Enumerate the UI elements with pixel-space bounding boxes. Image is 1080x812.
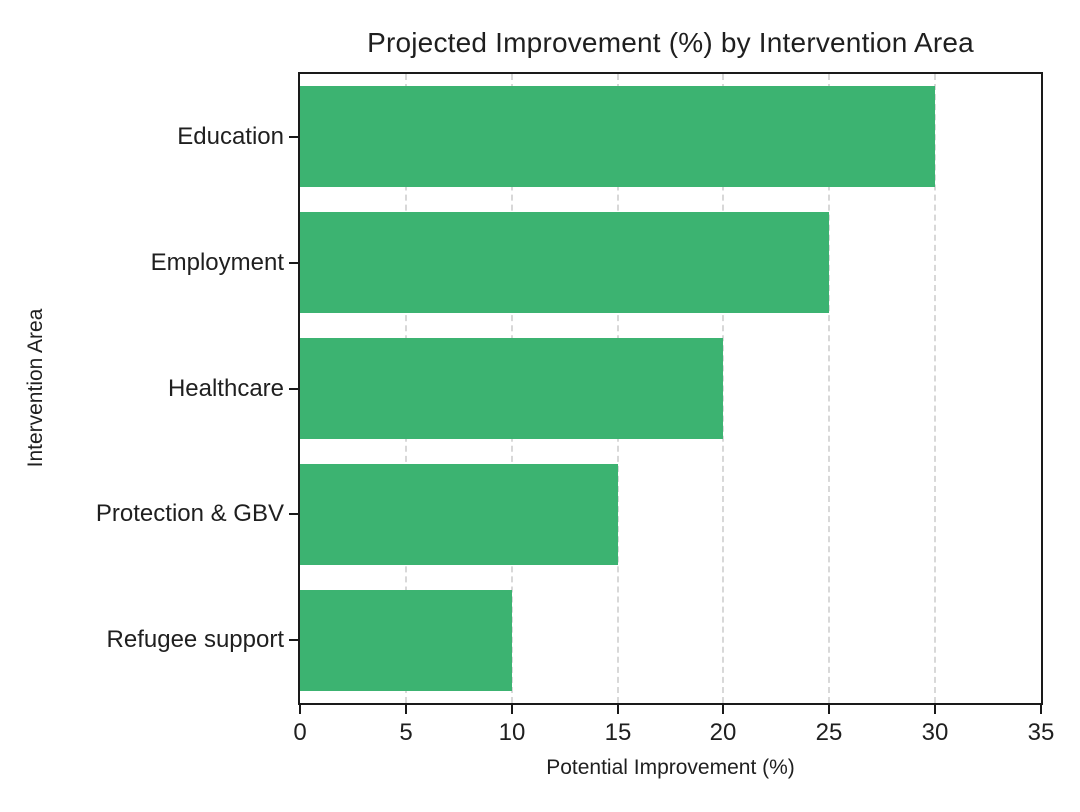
plot-area bbox=[298, 72, 1043, 705]
x-axis-title: Potential Improvement (%) bbox=[546, 756, 795, 779]
x-tick-0 bbox=[299, 705, 301, 714]
x-tick-label-30: 30 bbox=[921, 719, 949, 746]
x-tick-label-20: 20 bbox=[709, 719, 737, 746]
x-tick-label-5: 5 bbox=[399, 719, 413, 746]
x-tick-25 bbox=[828, 705, 830, 714]
x-tick-10 bbox=[511, 705, 513, 714]
x-tick-5 bbox=[405, 705, 407, 714]
x-tick-30 bbox=[934, 705, 936, 714]
bar-protection-gbv bbox=[300, 464, 618, 565]
x-tick-20 bbox=[722, 705, 724, 714]
x-tick-label-25: 25 bbox=[815, 719, 843, 746]
y-tick-employment bbox=[289, 262, 298, 264]
y-category-label-refugee-support: Refugee support bbox=[106, 626, 284, 653]
x-tick-label-15: 15 bbox=[604, 719, 632, 746]
y-tick-refugee-support bbox=[289, 639, 298, 641]
x-tick-label-0: 0 bbox=[293, 719, 307, 746]
y-category-label-healthcare: Healthcare bbox=[167, 375, 284, 402]
gridline-x-25 bbox=[828, 74, 831, 703]
chart-title: Projected Improvement (%) by Interventio… bbox=[367, 27, 974, 58]
y-category-label-employment: Employment bbox=[150, 249, 284, 276]
bar-education bbox=[300, 86, 936, 187]
x-tick-label-35: 35 bbox=[1027, 719, 1055, 746]
gridline-x-20 bbox=[722, 74, 725, 703]
bar-employment bbox=[300, 212, 830, 313]
y-category-label-education: Education bbox=[177, 123, 284, 150]
bar-healthcare bbox=[300, 338, 724, 439]
x-tick-label-10: 10 bbox=[498, 719, 526, 746]
x-tick-35 bbox=[1040, 705, 1042, 714]
gridline-x-30 bbox=[934, 74, 937, 703]
y-tick-healthcare bbox=[289, 388, 298, 390]
x-tick-15 bbox=[617, 705, 619, 714]
bar-refugee-support bbox=[300, 590, 512, 691]
y-tick-education bbox=[289, 136, 298, 138]
y-category-label-protection-gbv: Protection & GBV bbox=[95, 500, 284, 527]
y-tick-protection-gbv bbox=[289, 513, 298, 515]
